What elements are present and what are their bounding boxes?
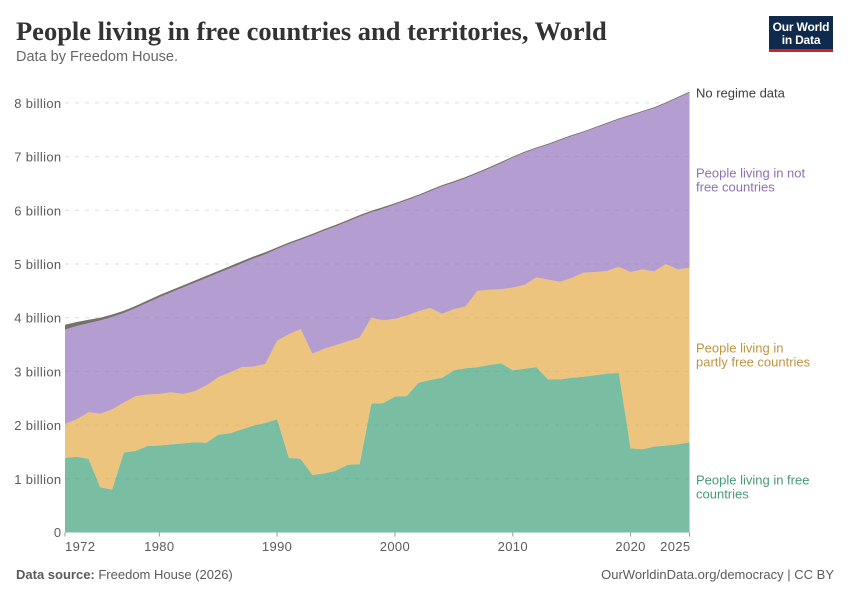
svg-text:6 billion: 6 billion [14,203,61,218]
svg-text:2 billion: 2 billion [14,418,61,433]
svg-text:No regime data: No regime data [696,86,786,101]
svg-text:2010: 2010 [498,539,528,554]
svg-text:2020: 2020 [615,539,645,554]
svg-text:7 billion: 7 billion [14,150,61,165]
svg-text:1990: 1990 [262,539,292,554]
svg-text:1972: 1972 [65,539,95,554]
svg-text:0: 0 [54,525,62,540]
svg-text:1980: 1980 [144,539,174,554]
svg-text:5 billion: 5 billion [14,257,61,272]
svg-text:2000: 2000 [380,539,410,554]
svg-text:8 billion: 8 billion [14,96,61,111]
svg-text:1 billion: 1 billion [14,472,61,487]
svg-text:2025: 2025 [660,539,690,554]
svg-text:4 billion: 4 billion [14,311,61,326]
svg-text:3 billion: 3 billion [14,364,61,379]
